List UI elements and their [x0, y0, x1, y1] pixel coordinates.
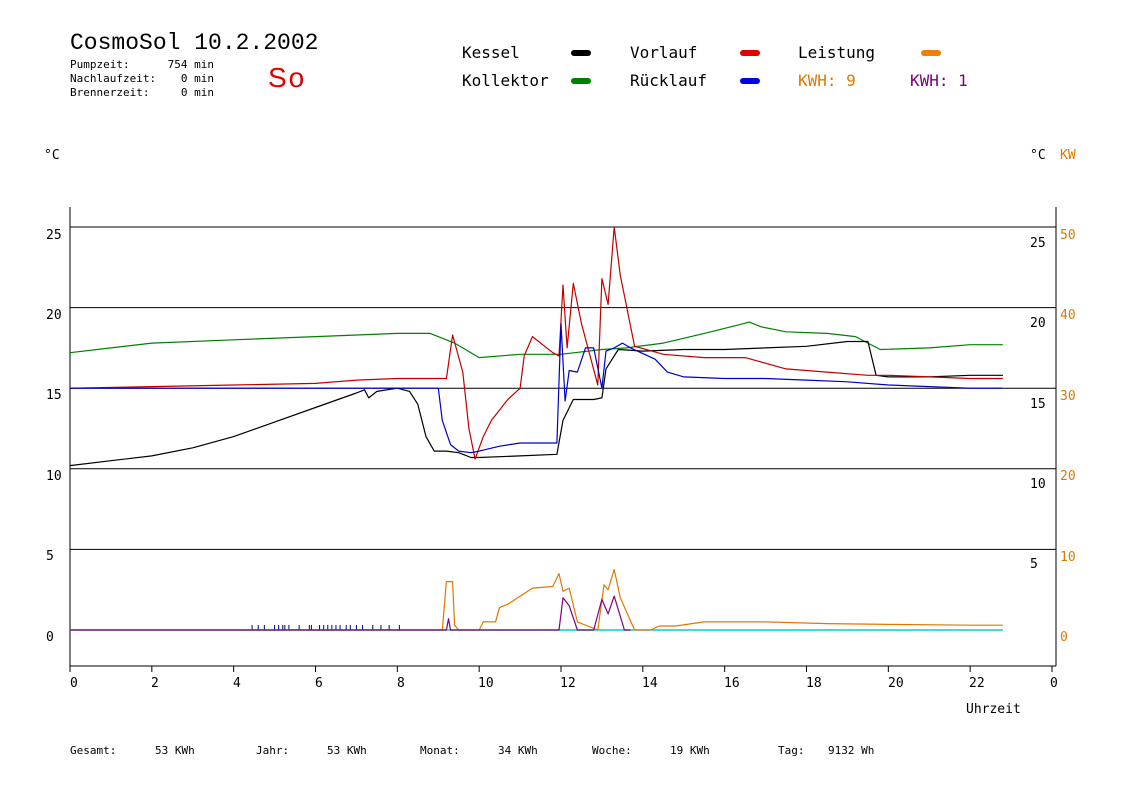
info-label: Brennerzeit: [70, 86, 150, 99]
x-tick-label: 2 [151, 676, 159, 691]
weekday-label: So [268, 62, 307, 93]
legend-swatch-vorlauf [740, 50, 760, 56]
info-value: 0 min [180, 72, 214, 85]
x-axis-label: Uhrzeit [966, 702, 1021, 717]
legend-swatch-ruecklauf [740, 78, 760, 84]
footer-tag-label: Tag: [778, 744, 805, 757]
left-tick-label: 5 [46, 549, 54, 564]
x-tick-label: 0 [1050, 676, 1058, 691]
legend-label-vorlauf: Vorlauf [630, 43, 698, 62]
right-tick-label-celsius: 10 [1030, 477, 1046, 492]
left-tick-label: 0 [46, 630, 54, 645]
footer-jahr-label: Jahr: [256, 744, 290, 757]
info-label: Nachlaufzeit: [70, 72, 157, 85]
x-tick-label: 0 [70, 676, 78, 691]
right-tick-label-kw: 40 [1060, 308, 1076, 323]
legend-swatch-kessel [571, 50, 591, 56]
right-tick-label-kw: 10 [1060, 550, 1076, 565]
info-value: 754 min [167, 58, 214, 71]
right-tick-label-celsius: 25 [1030, 236, 1046, 251]
footer-woche-value: 19 KWh [670, 744, 710, 757]
x-tick-label: 20 [888, 676, 904, 691]
right-tick-label-kw: 0 [1060, 630, 1068, 645]
footer-jahr-value: 53 KWh [327, 744, 367, 757]
info-brennerzeit: Brennerzeit: 0 min [70, 86, 214, 100]
right-tick-label-celsius: 15 [1030, 397, 1046, 412]
right-axis-unit-celsius: °C [1030, 148, 1046, 163]
x-tick-label: 22 [969, 676, 985, 691]
left-tick-label: 25 [46, 228, 62, 243]
info-nachlaufzeit: Nachlaufzeit: 0 min [70, 72, 214, 86]
series-line-leistung [70, 568, 1003, 631]
chart-title: CosmoSol 10.2.2002 [70, 30, 319, 56]
left-tick-label: 10 [46, 469, 62, 484]
x-tick-label: 6 [315, 676, 323, 691]
kwh-total-orange: KWH: 9 [798, 71, 856, 90]
x-tick-label: 12 [560, 676, 576, 691]
right-tick-label-celsius: 20 [1030, 316, 1046, 331]
right-axis-unit-kw: KW [1060, 148, 1076, 163]
series-line-kessel [69, 340, 1003, 467]
right-tick-label-kw: 20 [1060, 469, 1076, 484]
left-tick-label: 20 [46, 308, 62, 323]
right-tick-label-kw: 50 [1060, 228, 1076, 243]
x-tick-label: 4 [233, 676, 241, 691]
info-value: 0 min [180, 86, 214, 99]
right-tick-label-celsius: 5 [1030, 557, 1038, 572]
series-line-kwh [70, 595, 631, 631]
right-tick-label-kw: 30 [1060, 389, 1076, 404]
footer-gesamt-label: Gesamt: [70, 744, 117, 757]
x-tick-label: 16 [724, 676, 740, 691]
series-line-vorlauf [69, 226, 1003, 460]
x-tick-label: 8 [397, 676, 405, 691]
legend-label-kessel: Kessel [462, 43, 520, 62]
left-axis-unit: °C [44, 148, 60, 163]
x-tick-label: 14 [642, 676, 658, 691]
footer-tag-value: 9132 Wh [828, 744, 875, 757]
info-label: Pumpzeit: [70, 58, 130, 71]
x-tick-label: 10 [478, 676, 494, 691]
kwh-total-purple: KWH: 1 [910, 71, 968, 90]
footer-woche-label: Woche: [592, 744, 632, 757]
legend-label-kollektor: Kollektor [462, 71, 549, 90]
footer-monat-label: Monat: [420, 744, 460, 757]
info-pumpzeit: Pumpzeit: 754 min [70, 58, 214, 72]
x-tick-label: 18 [806, 676, 822, 691]
series-line-rcklauf [70, 323, 1003, 454]
legend-swatch-kollektor [571, 78, 591, 84]
series-line-kollektor [69, 321, 1003, 359]
legend-swatch-leistung [921, 50, 941, 56]
footer-monat-value: 34 KWh [498, 744, 538, 757]
footer-gesamt-value: 53 KWh [155, 744, 195, 757]
legend-label-leistung: Leistung [798, 43, 876, 62]
legend-label-ruecklauf: Rücklauf [630, 71, 708, 90]
left-tick-label: 15 [46, 388, 62, 403]
